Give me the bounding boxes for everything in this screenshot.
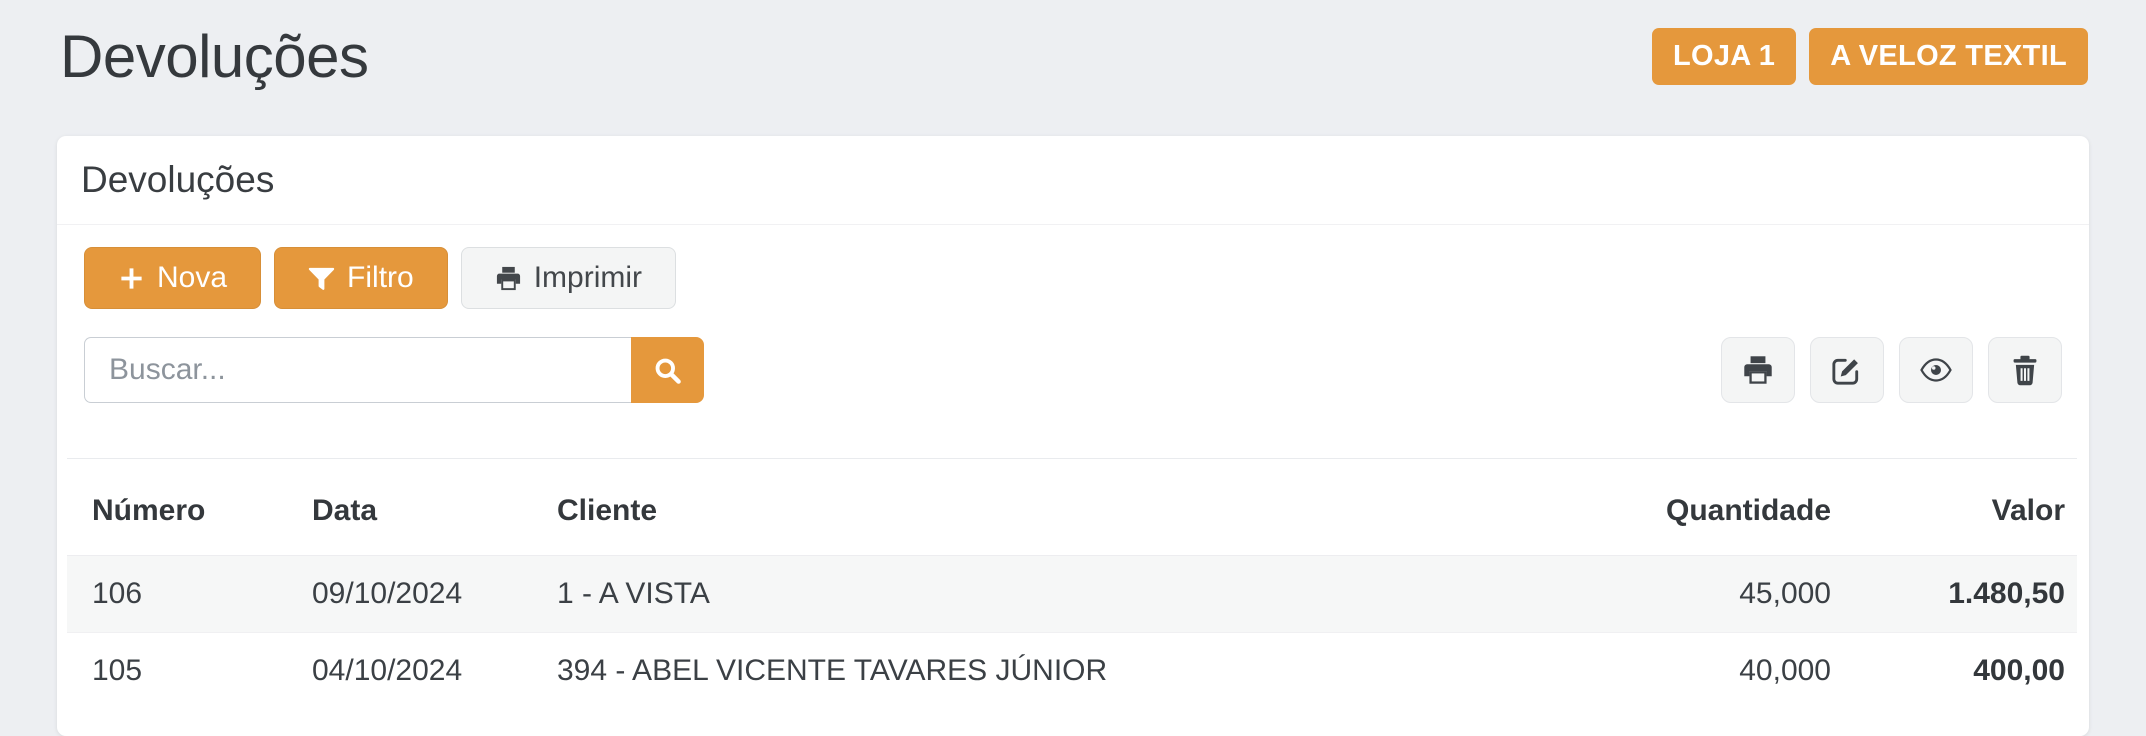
row-action-bar: [1721, 337, 2062, 403]
column-header-quantidade: Quantidade: [1531, 458, 1831, 556]
card-title: Devoluções: [81, 159, 275, 200]
imprimir-button[interactable]: Imprimir: [460, 247, 677, 309]
delete-action-button[interactable]: [1988, 337, 2062, 403]
cell-valor: 1.480,50: [1948, 577, 2065, 610]
header-badges: LOJA 1 A VELOZ TEXTIL: [1651, 27, 2088, 85]
filter-icon: [308, 265, 335, 292]
cell-cliente: 394 - ABEL VICENTE TAVARES JÚNIOR: [557, 632, 1531, 709]
page-title: Devoluções: [60, 22, 369, 90]
returns-card: Devoluções Nova Filtro Imprimir: [57, 136, 2089, 736]
cell-data: 09/10/2024: [312, 577, 463, 610]
trash-icon: [2009, 354, 2041, 386]
card-header: Devoluções: [57, 136, 2089, 225]
nova-button-label: Nova: [157, 261, 228, 294]
company-badge[interactable]: A VELOZ TEXTIL: [1809, 27, 2088, 85]
edit-icon: [1831, 354, 1863, 386]
card-body: Nova Filtro Imprimir: [57, 225, 2089, 709]
search-group: [84, 337, 704, 403]
search-input[interactable]: [84, 337, 631, 403]
search-icon: [652, 355, 683, 386]
page-header: Devoluções LOJA 1 A VELOZ TEXTIL: [0, 0, 2146, 90]
filtro-button[interactable]: Filtro: [274, 247, 448, 309]
store-badge[interactable]: LOJA 1: [1651, 27, 1797, 85]
cell-numero: 105: [67, 632, 312, 709]
cell-valor: 400,00: [1831, 632, 2077, 709]
column-header-data: Data: [312, 458, 557, 556]
print-action-button[interactable]: [1721, 337, 1795, 403]
print-icon: [1742, 354, 1774, 386]
search-button[interactable]: [631, 337, 704, 403]
column-header-valor: Valor: [1831, 458, 2077, 556]
cell-data: 04/10/2024: [312, 632, 557, 709]
view-action-button[interactable]: [1899, 337, 1973, 403]
returns-table: Número Data Cliente Quantidade Valor 106…: [67, 458, 2077, 709]
cell-quantidade: 40,000: [1531, 632, 1831, 709]
toolbar: Nova Filtro Imprimir: [84, 247, 2062, 309]
column-header-numero: Número: [67, 458, 312, 556]
column-header-cliente: Cliente: [557, 458, 1531, 556]
imprimir-button-label: Imprimir: [533, 261, 643, 294]
cell-numero: 106: [92, 577, 143, 610]
eye-icon: [1920, 354, 1952, 386]
table-row[interactable]: 106 09/10/2024 1 - A VISTA 45,000 1.480,…: [67, 555, 2077, 633]
cell-quantidade: 45,000: [1739, 577, 1831, 610]
search-row: [84, 337, 2062, 403]
nova-button[interactable]: Nova: [84, 247, 262, 309]
table-row[interactable]: 105 04/10/2024 394 - ABEL VICENTE TAVARE…: [67, 632, 2077, 709]
cell-cliente: 1 - A VISTA: [557, 577, 710, 610]
table-header-row: Número Data Cliente Quantidade Valor: [67, 458, 2077, 556]
filtro-button-label: Filtro: [347, 261, 414, 294]
returns-table-container: Número Data Cliente Quantidade Valor 106…: [67, 458, 2077, 709]
print-icon: [495, 265, 522, 292]
edit-action-button[interactable]: [1810, 337, 1884, 403]
plus-icon: [118, 265, 145, 292]
